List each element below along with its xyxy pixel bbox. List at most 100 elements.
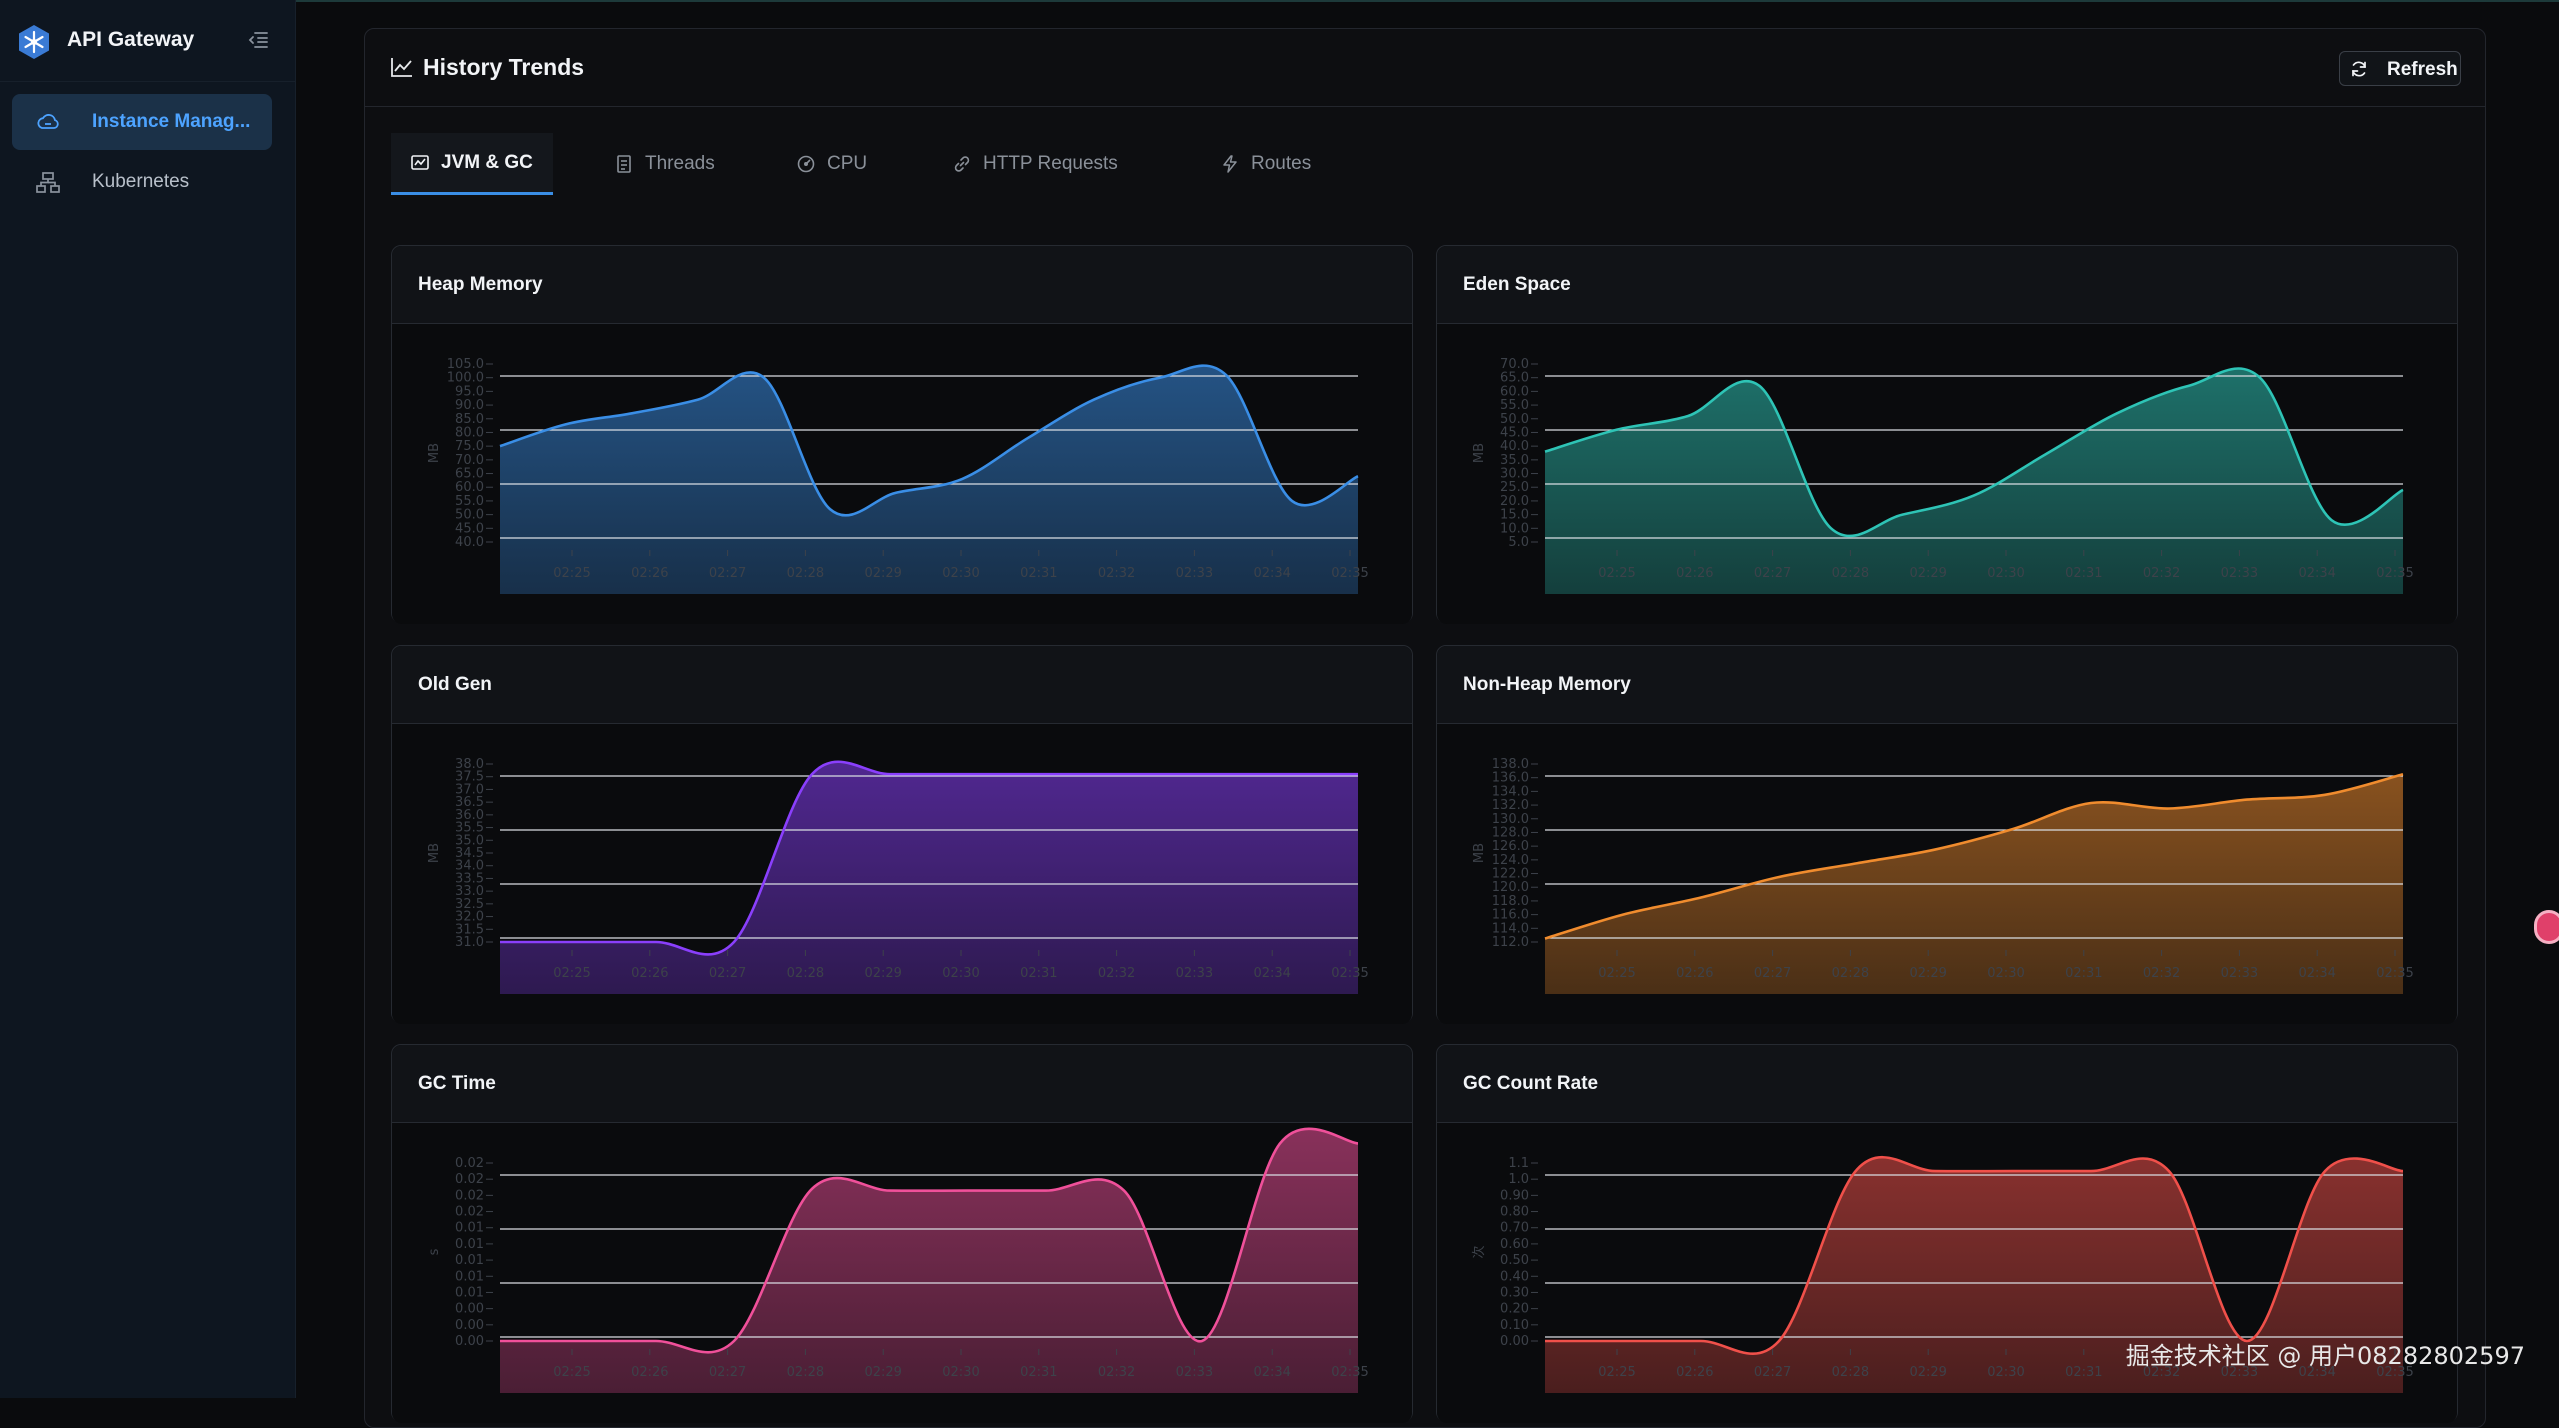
x-tick-label: 02:33 xyxy=(2221,566,2258,581)
page-title: History Trends xyxy=(423,54,585,80)
chart-card-non-heap-memory: Non-Heap Memory MB 112.0 114.0 116.0 118.0 12… xyxy=(1436,645,2458,1024)
x-tick-label: 02:33 xyxy=(2221,966,2258,981)
x-tick-label: 02:33 xyxy=(1176,966,1213,981)
y-tick-label: 35.5 xyxy=(455,821,484,836)
x-tick-label: 02:27 xyxy=(1754,1365,1791,1380)
non-heap-memory-chart: MB 112.0114.0116.0118.0120.0122.0124.0126… xyxy=(1472,757,2414,994)
y-tick-label: 0.02 xyxy=(455,1172,484,1187)
x-tick-label: 02:27 xyxy=(709,566,746,581)
y-tick-label: 105.0 xyxy=(447,357,484,372)
y-tick-label: 0.60 xyxy=(1500,1237,1529,1252)
y-tick-label: 33.0 xyxy=(455,884,484,899)
x-tick-label: 02:34 xyxy=(2298,566,2335,581)
refresh-button[interactable]: Refresh xyxy=(2339,51,2461,86)
y-tick-label: 32.0 xyxy=(455,910,484,925)
floating-helper-button[interactable] xyxy=(2534,910,2559,944)
x-tick-label: 02:35 xyxy=(1331,566,1368,581)
y-tick-label: 130.0 xyxy=(1492,812,1529,827)
tab-routes[interactable]: Routes xyxy=(1221,133,1311,195)
menu-collapse-icon[interactable] xyxy=(246,28,270,52)
y-tick-label: 45.0 xyxy=(455,521,484,536)
x-tick-label: 02:26 xyxy=(1676,566,1713,581)
x-tick-label: 02:35 xyxy=(1331,966,1368,981)
series-area xyxy=(1545,1157,2403,1393)
y-tick-label: 65.0 xyxy=(455,467,484,482)
y-tick-label: 15.0 xyxy=(1500,508,1529,523)
x-tick-label: 02:27 xyxy=(1754,966,1791,981)
series-line xyxy=(500,760,1358,956)
x-tick-label: 02:34 xyxy=(1253,566,1290,581)
x-tick-label: 02:25 xyxy=(553,966,590,981)
y-tick-label: 0.01 xyxy=(455,1269,484,1284)
chart-title: Eden Space xyxy=(1463,274,1571,295)
sidebar-item-kubernetes[interactable]: Kubernetes xyxy=(12,154,272,210)
link-icon xyxy=(954,156,970,172)
x-tick-label: 02:28 xyxy=(1832,1365,1869,1380)
y-tick-label: 0.02 xyxy=(455,1205,484,1220)
y-tick-label: 70.0 xyxy=(455,453,484,468)
x-tick-label: 02:25 xyxy=(553,566,590,581)
x-tick-label: 02:31 xyxy=(2065,566,2102,581)
y-tick-label: 112.0 xyxy=(1492,935,1529,950)
y-tick-label: 0.20 xyxy=(1500,1302,1529,1317)
y-tick-label: 0.01 xyxy=(455,1253,484,1268)
document-icon xyxy=(617,155,631,173)
x-tick-label: 02:25 xyxy=(1598,566,1635,581)
y-tick-label: 0.50 xyxy=(1500,1253,1529,1268)
cluster-icon xyxy=(36,172,60,193)
tab-jvm-gc[interactable]: JVM & GC xyxy=(391,133,553,195)
tab-http-requests[interactable]: HTTP Requests xyxy=(953,133,1118,195)
x-tick-label: 02:29 xyxy=(1909,1365,1946,1380)
x-tick-label: 02:28 xyxy=(1832,966,1869,981)
x-tick-label: 02:31 xyxy=(1020,1365,1057,1380)
y-tick-label: 34.5 xyxy=(455,846,484,861)
series-area xyxy=(500,365,1358,594)
y-tick-label: 1.0 xyxy=(1508,1172,1529,1187)
y-tick-label: 0.00 xyxy=(455,1334,484,1349)
y-tick-label: 0.40 xyxy=(1500,1269,1529,1284)
top-accent-line xyxy=(0,0,2559,2)
x-tick-label: 02:26 xyxy=(631,1365,668,1380)
y-tick-label: 114.0 xyxy=(1492,921,1529,936)
y-tick-label: 20.0 xyxy=(1500,494,1529,509)
y-tick-label: 0.02 xyxy=(455,1156,484,1171)
tab-threads[interactable]: Threads xyxy=(615,133,715,195)
y-tick-label: 55.0 xyxy=(1500,398,1529,413)
x-tick-label: 02:31 xyxy=(1020,966,1057,981)
y-tick-label: 116.0 xyxy=(1492,908,1529,923)
x-tick-label: 02:29 xyxy=(1909,566,1946,581)
y-tick-label: 40.0 xyxy=(455,535,484,550)
y-tick-label: 100.0 xyxy=(447,371,484,386)
gc-count-rate-chart: 次 0.000.100.20 0.300.400.500.600.700.80 0.9… xyxy=(1471,1156,2414,1393)
x-tick-label: 02:28 xyxy=(787,966,824,981)
y-tick-label: 36.5 xyxy=(455,795,484,810)
app-title: API Gateway xyxy=(67,28,195,51)
y-tick-label: 138.0 xyxy=(1492,757,1529,772)
x-tick-label: 02:26 xyxy=(1676,1365,1713,1380)
y-tick-label: 35.0 xyxy=(455,833,484,848)
y-tick-label: 132.0 xyxy=(1492,798,1529,813)
y-axis-label: s xyxy=(427,1248,442,1255)
y-tick-label: 85.0 xyxy=(455,412,484,427)
snowflake-icon[interactable] xyxy=(16,24,52,60)
x-tick-label: 02:27 xyxy=(709,966,746,981)
y-tick-label: 31.5 xyxy=(455,922,484,937)
heap-memory-chart: MB 40.045.050.055.060.065.070.075.080.085… xyxy=(427,357,1369,594)
y-axis-label: 次 xyxy=(1471,1245,1487,1258)
sidebar-item-instance-management[interactable]: Instance Manag... xyxy=(12,94,272,150)
watermark: 掘金技术社区 @ 用户08282802597 xyxy=(2125,1342,2525,1370)
chart-card-gc-count-rate: GC Count Rate 次 0.00 0.10 0.20 0.30 0.40 0.50 0… xyxy=(1436,1044,2458,1423)
x-tick-label: 02:33 xyxy=(1176,1365,1213,1380)
series-area xyxy=(500,761,1358,994)
x-tick-label: 02:31 xyxy=(2065,966,2102,981)
x-tick-label: 02:26 xyxy=(631,566,668,581)
x-tick-label: 02:35 xyxy=(2376,566,2413,581)
y-tick-label: 33.5 xyxy=(455,871,484,886)
y-tick-label: 31.0 xyxy=(455,935,484,950)
x-tick-label: 02:30 xyxy=(942,966,979,981)
y-tick-label: 50.0 xyxy=(1500,412,1529,427)
line-chart-icon xyxy=(391,58,412,77)
y-tick-label: 65.0 xyxy=(1500,371,1529,386)
x-tick-label: 02:33 xyxy=(1176,566,1213,581)
tab-cpu[interactable]: CPU xyxy=(797,133,867,195)
